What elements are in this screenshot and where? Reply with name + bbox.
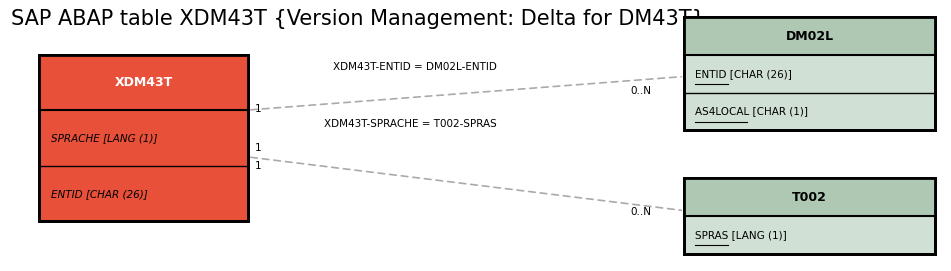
FancyBboxPatch shape [684,178,936,216]
Text: 0..N: 0..N [630,86,650,96]
Text: T002: T002 [792,191,827,204]
Text: SPRAS [LANG (1)]: SPRAS [LANG (1)] [695,230,787,240]
Text: 1: 1 [255,143,262,153]
Text: XDM43T: XDM43T [114,76,173,89]
Text: XDM43T-ENTID = DM02L-ENTID: XDM43T-ENTID = DM02L-ENTID [333,63,497,72]
Text: SAP ABAP table XDM43T {Version Management: Delta for DM43T}: SAP ABAP table XDM43T {Version Managemen… [10,9,705,30]
FancyBboxPatch shape [39,55,248,111]
Text: 1: 1 [255,161,262,171]
Text: ENTID [CHAR (26)]: ENTID [CHAR (26)] [50,189,147,199]
Text: 0..N: 0..N [630,207,650,217]
Text: ENTID [CHAR (26)]: ENTID [CHAR (26)] [695,69,792,79]
FancyBboxPatch shape [684,18,936,130]
Text: 1: 1 [255,104,262,114]
Text: AS4LOCAL [CHAR (1)]: AS4LOCAL [CHAR (1)] [695,106,808,116]
Text: SPRACHE [LANG (1)]: SPRACHE [LANG (1)] [50,133,157,143]
FancyBboxPatch shape [684,18,936,55]
FancyBboxPatch shape [39,55,248,221]
FancyBboxPatch shape [684,178,936,253]
Text: DM02L: DM02L [786,30,834,43]
Text: XDM43T-SPRACHE = T002-SPRAS: XDM43T-SPRACHE = T002-SPRAS [323,119,496,129]
